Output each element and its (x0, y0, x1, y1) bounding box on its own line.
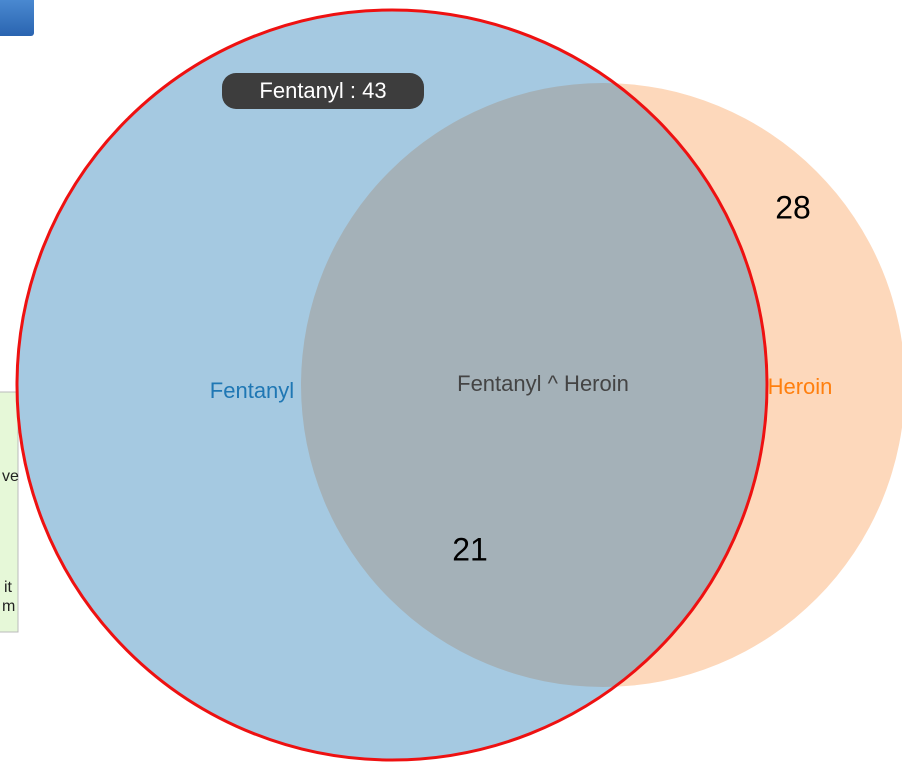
annotation: 28 (775, 189, 811, 225)
fentanyl-circle[interactable] (15, 8, 769, 762)
tooltip: Fentanyl : 43 (222, 73, 424, 109)
tooltip-box (222, 73, 424, 109)
heroin-circle[interactable] (301, 83, 902, 687)
toolbar-button[interactable] (0, 0, 34, 36)
side-panel-box (0, 391, 19, 633)
intersection-label: Fentanyl ^ Heroin (457, 371, 629, 396)
tooltip-text: Fentanyl : 43 (259, 78, 386, 103)
side-fragment: m (2, 598, 15, 615)
set-label: Heroin (768, 374, 833, 399)
annotation: 21 (452, 531, 488, 567)
side-fragment: ve (2, 468, 19, 485)
side-panel: ve it m (0, 391, 19, 633)
set-label: Fentanyl (210, 378, 294, 403)
side-fragment: it (4, 579, 13, 596)
